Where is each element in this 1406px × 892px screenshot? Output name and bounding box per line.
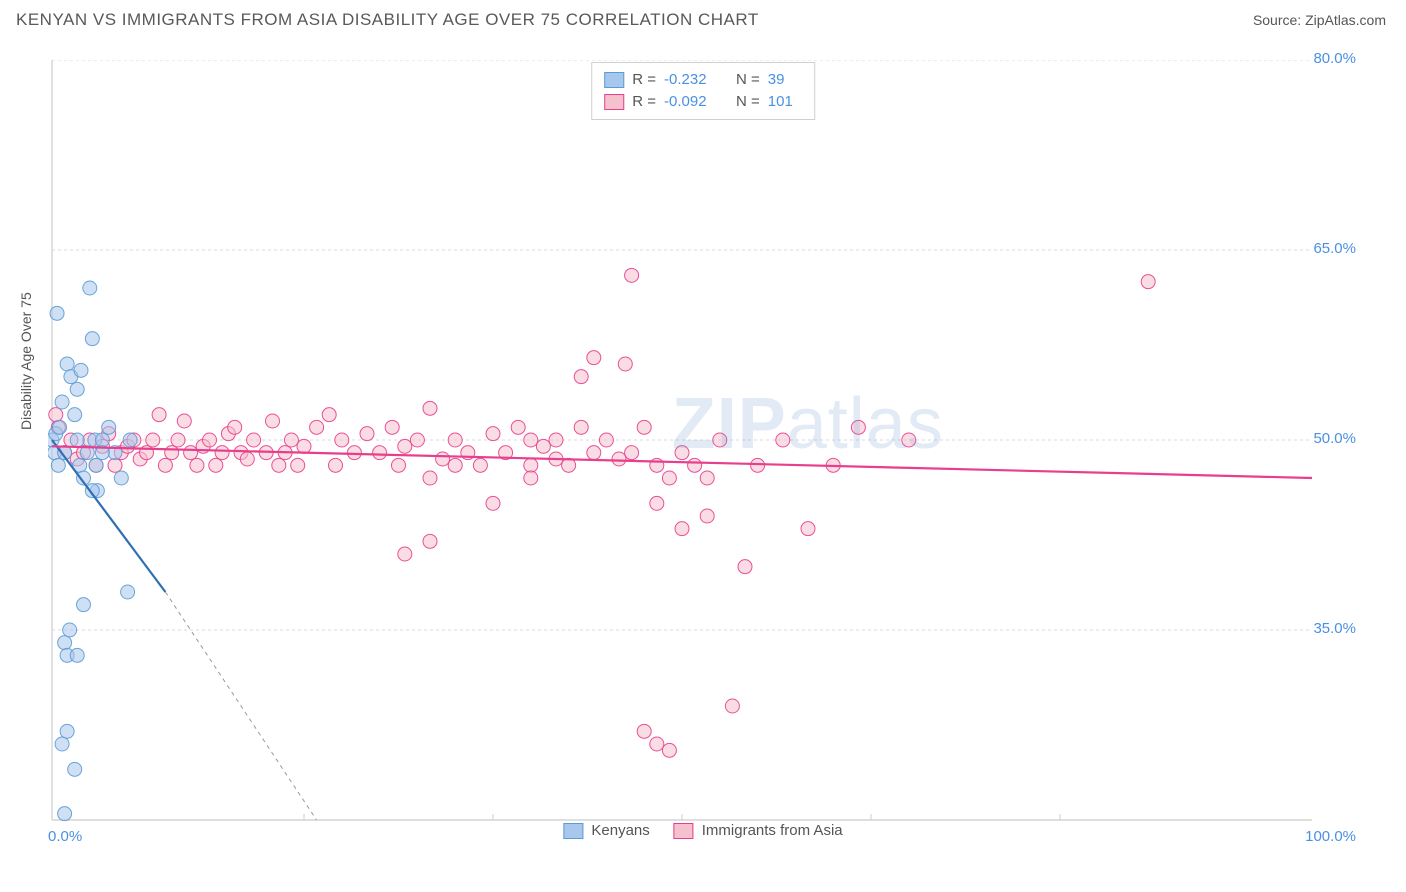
y-tick-label: 65.0% — [1313, 240, 1356, 257]
series-legend: Kenyans Immigrants from Asia — [563, 822, 842, 839]
y-tick-label: 50.0% — [1313, 430, 1356, 447]
scatter-plot — [48, 60, 1358, 835]
chart-area: ZIPatlas R = -0.232 N = 39 R = -0.092 N … — [48, 60, 1358, 835]
legend-label-kenyans: Kenyans — [591, 822, 649, 839]
legend-row-kenyans: R = -0.232 N = 39 — [604, 69, 802, 91]
legend-swatch-asia — [604, 94, 624, 110]
source-label: Source: ZipAtlas.com — [1253, 12, 1386, 28]
correlation-legend: R = -0.232 N = 39 R = -0.092 N = 101 — [591, 62, 815, 120]
y-axis-label: Disability Age Over 75 — [18, 292, 34, 430]
chart-title: KENYAN VS IMMIGRANTS FROM ASIA DISABILIT… — [16, 10, 759, 30]
legend-swatch-kenyans — [604, 72, 624, 88]
legend-row-asia: R = -0.092 N = 101 — [604, 91, 802, 113]
x-tick-label: 0.0% — [48, 828, 82, 845]
legend-swatch-kenyans-bottom — [563, 823, 583, 839]
x-tick-label: 100.0% — [1305, 828, 1356, 845]
legend-label-asia: Immigrants from Asia — [702, 822, 843, 839]
legend-item-asia: Immigrants from Asia — [674, 822, 843, 839]
legend-item-kenyans: Kenyans — [563, 822, 649, 839]
y-tick-label: 80.0% — [1313, 50, 1356, 67]
legend-swatch-asia-bottom — [674, 823, 694, 839]
y-tick-label: 35.0% — [1313, 620, 1356, 637]
